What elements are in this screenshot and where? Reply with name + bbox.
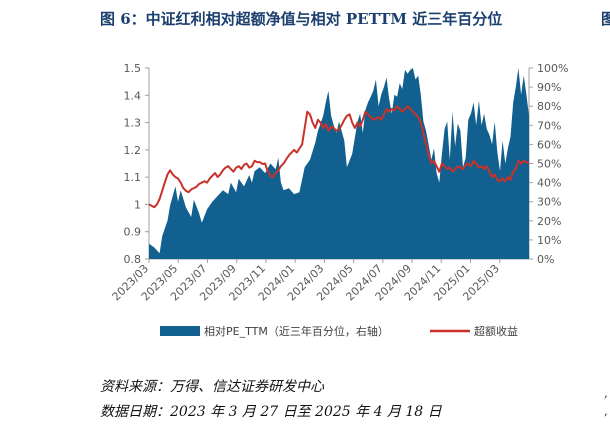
y-left-tick-label: 1.1 [124, 171, 142, 184]
legend-label-line: 超额收益 [474, 324, 518, 338]
y-left-tick-label: 0.9 [124, 226, 142, 239]
series-area-pe-percentile [149, 68, 529, 259]
figure-title: 图 6：中证红利相对超额净值与相对 PETTM 近三年百分位 [100, 10, 503, 28]
y-right-tick-label: 90% [537, 81, 561, 94]
y-right-tick-label: 30% [537, 196, 561, 209]
y-right-tick-label: 60% [537, 138, 561, 151]
source-note: 资料来源：万得、信达证券研发中心 [100, 379, 324, 395]
y-left-tick-label: 0.8 [124, 253, 142, 266]
y-right-tick-label: 100% [537, 62, 568, 75]
y-right-tick-label: 20% [537, 215, 561, 228]
date-range-note: 数据日期：2023 年 3 月 27 日至 2025 年 4 月 18 日 [100, 404, 442, 420]
y-left-tick-label: 1 [134, 198, 141, 211]
series-line-excess-return [148, 105, 530, 209]
y-right-tick-label: 0% [537, 253, 554, 266]
y-left-tick-label: 1.5 [124, 62, 142, 75]
legend-swatch-area [160, 326, 200, 336]
chart-plot-area [148, 68, 530, 259]
y-right-tick-label: 50% [537, 158, 561, 171]
y-right-tick-label: 70% [537, 119, 561, 132]
y-left-tick-label: 1.3 [124, 117, 142, 130]
clipped-edge-marks: ,, [604, 386, 608, 418]
clipped-next-figure-label: 图 [601, 10, 610, 28]
chart-legend: 相对PE_TTM（近三年百分位，右轴） 超额收益 [160, 324, 518, 338]
y-left-tick-label: 1.4 [124, 89, 142, 102]
y-right-tick-label: 10% [537, 234, 561, 247]
legend-label-area: 相对PE_TTM（近三年百分位，右轴） [204, 324, 389, 338]
y-left-tick-label: 1.2 [124, 144, 142, 157]
chart: 0.8 0.9 1 1.1 1.2 1.3 1.4 1.5 0% 10% 20% 30% 40% 50% 6… [110, 62, 569, 338]
y-right-tick-label: 80% [537, 100, 561, 113]
y-right-tick-label: 40% [537, 177, 561, 190]
